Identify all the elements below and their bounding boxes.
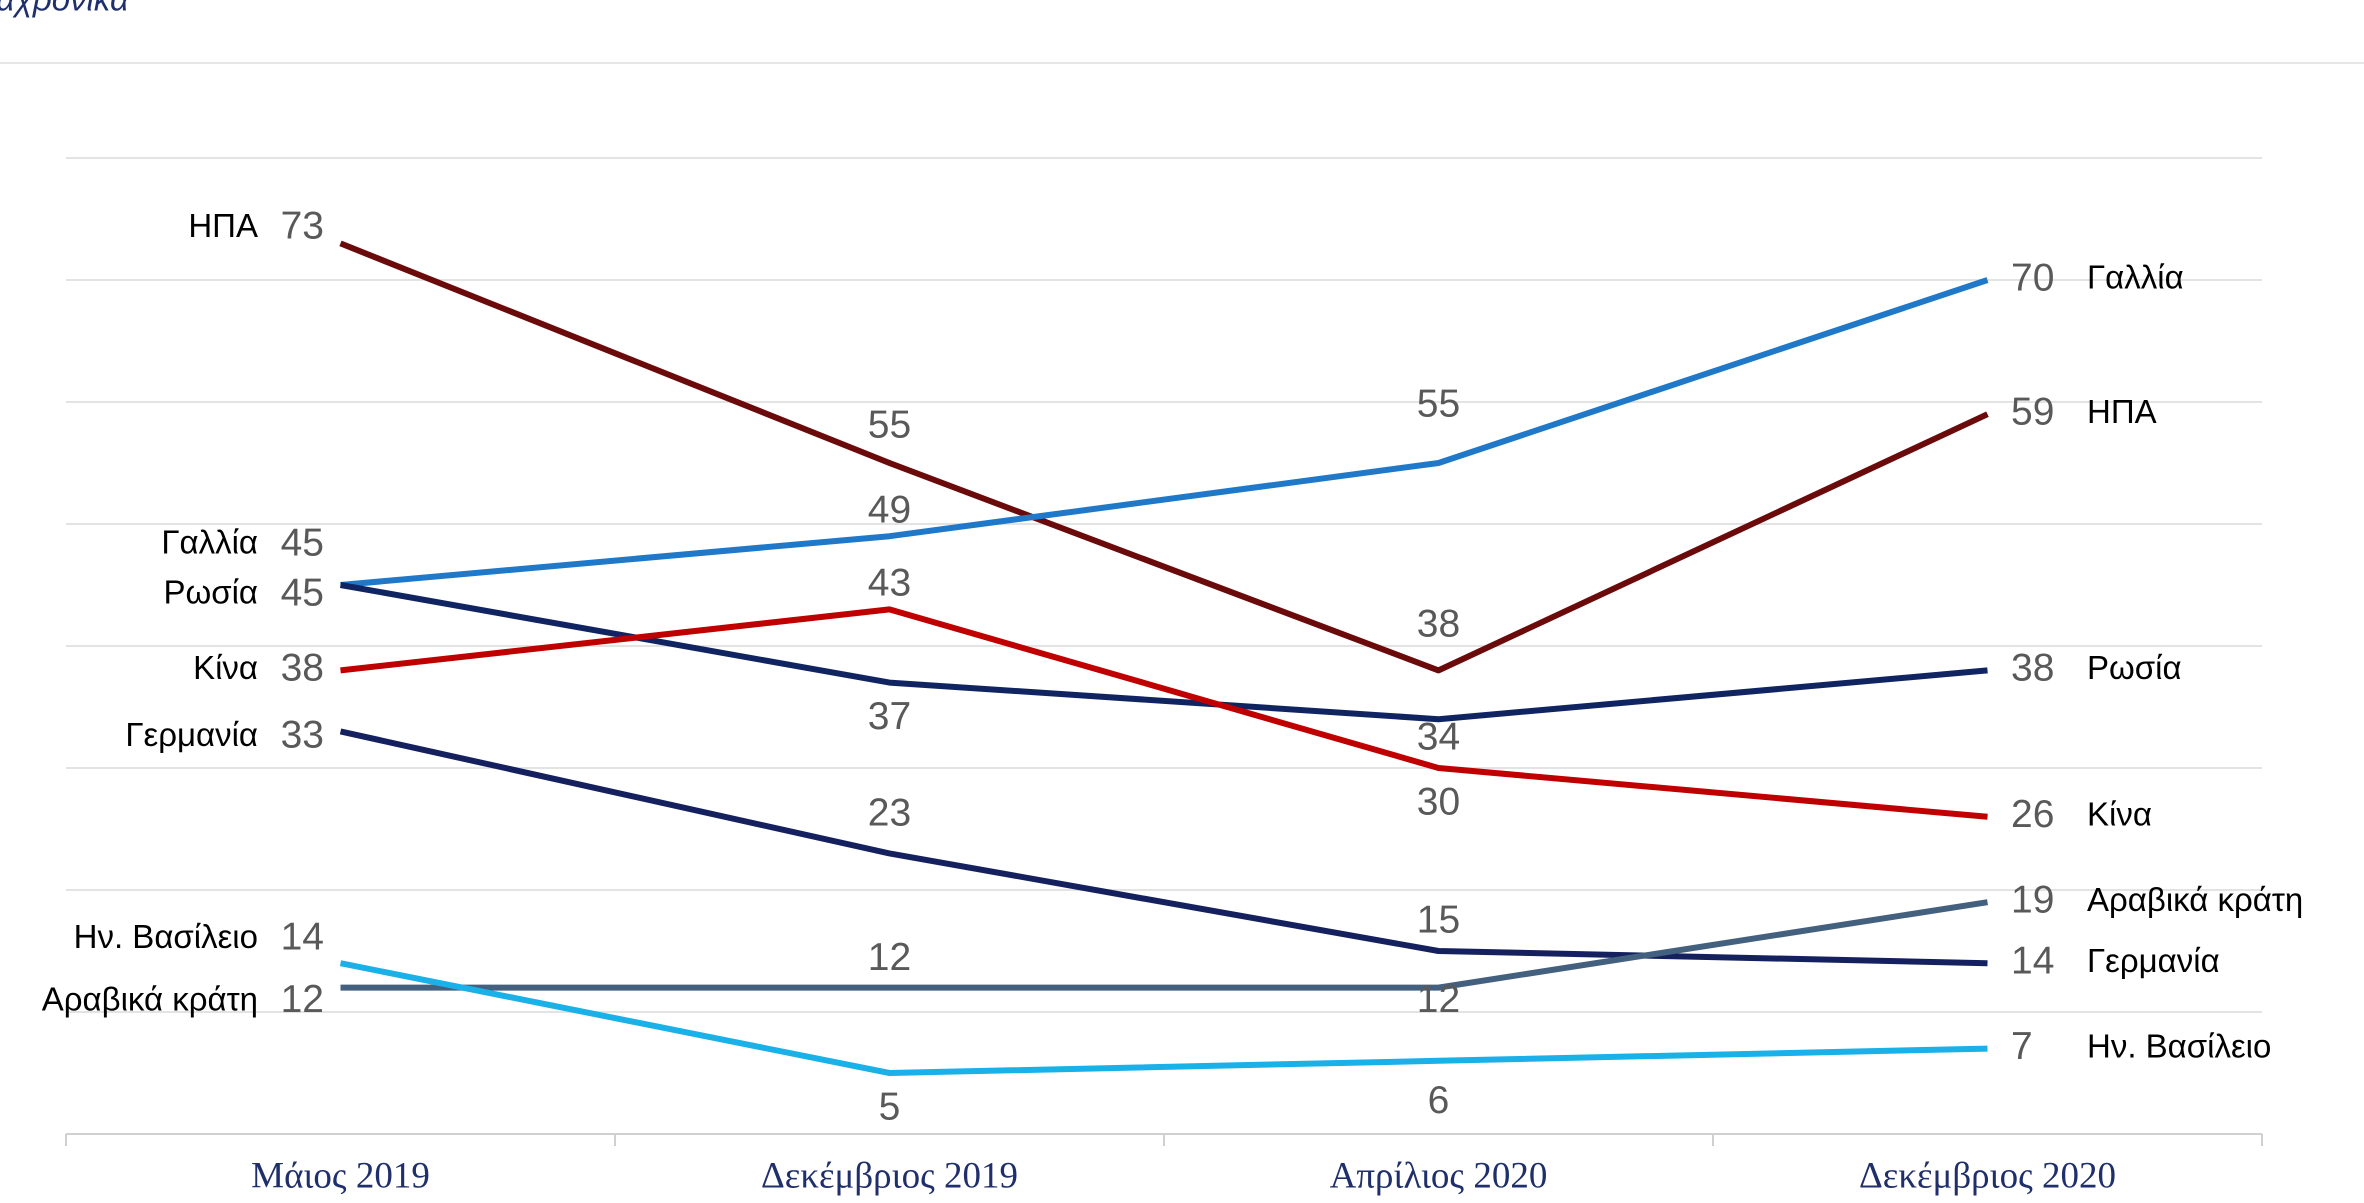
series-label-left: Ρωσία	[163, 574, 258, 611]
series-line	[340, 606, 1988, 820]
data-label: 45	[281, 571, 324, 614]
data-label: 6	[1428, 1079, 1450, 1122]
data-label: 7	[2011, 1025, 2033, 1068]
series-label-left: Γερμανία	[125, 716, 258, 753]
series-line	[340, 899, 1988, 991]
series-label-right: Κίνα	[2087, 796, 2152, 833]
series-label-right: Ην. Βασίλειο	[2087, 1027, 2271, 1064]
data-label: 34	[1417, 715, 1460, 758]
data-label: 19	[2011, 878, 2054, 921]
series-label-left: Γαλλία	[161, 524, 258, 561]
data-label: 55	[868, 403, 911, 446]
series-label-right: ΗΠΑ	[2087, 393, 2157, 430]
data-label: 5	[879, 1085, 901, 1128]
x-tick-label: Μάιος 2019	[251, 1155, 430, 1196]
series-label-right: Ρωσία	[2087, 649, 2182, 686]
series-line	[339, 582, 1988, 723]
series-label-right: Γαλλία	[2087, 259, 2184, 296]
series-label-right: Αραβικά κράτη	[2087, 881, 2303, 918]
data-label: 43	[868, 562, 911, 605]
data-label: 15	[1417, 898, 1460, 941]
series-label-left: Αραβικά κράτη	[42, 980, 258, 1017]
chart-subtitle: αχρονικά	[0, 0, 130, 18]
series-label-left: ΗΠΑ	[188, 207, 258, 244]
data-label: 70	[2011, 256, 2054, 299]
series-line	[339, 728, 1988, 967]
data-label: 12	[868, 936, 911, 979]
data-label: 59	[2011, 390, 2054, 433]
series-label-left: Κίνα	[193, 649, 258, 686]
data-label: 38	[1417, 603, 1460, 646]
data-label: 12	[281, 978, 324, 1021]
data-label: 23	[868, 792, 911, 835]
data-label: 26	[2011, 793, 2054, 836]
data-label: 49	[868, 488, 911, 531]
data-label: 14	[281, 915, 324, 958]
series-line	[339, 240, 1989, 674]
series-label-right: Γερμανία	[2087, 942, 2220, 979]
series-line	[340, 277, 1989, 588]
x-tick-label: Δεκέμβριος 2019	[761, 1155, 1018, 1196]
data-label: 37	[868, 695, 911, 738]
data-label: 38	[281, 647, 324, 690]
x-tick-label: Απρίλιος 2020	[1330, 1155, 1548, 1196]
data-label: 33	[281, 714, 324, 757]
data-label: 73	[281, 205, 324, 248]
x-tick-label: Δεκέμβριος 2020	[1859, 1155, 2116, 1196]
series-label-left: Ην. Βασίλειο	[74, 918, 258, 955]
series-line	[339, 960, 1988, 1076]
data-label: 30	[1417, 780, 1460, 823]
data-label: 12	[1417, 978, 1460, 1021]
data-label: 55	[1417, 382, 1460, 425]
data-label: 38	[2011, 647, 2054, 690]
data-label: 14	[2011, 939, 2054, 982]
data-label: 45	[281, 521, 324, 564]
